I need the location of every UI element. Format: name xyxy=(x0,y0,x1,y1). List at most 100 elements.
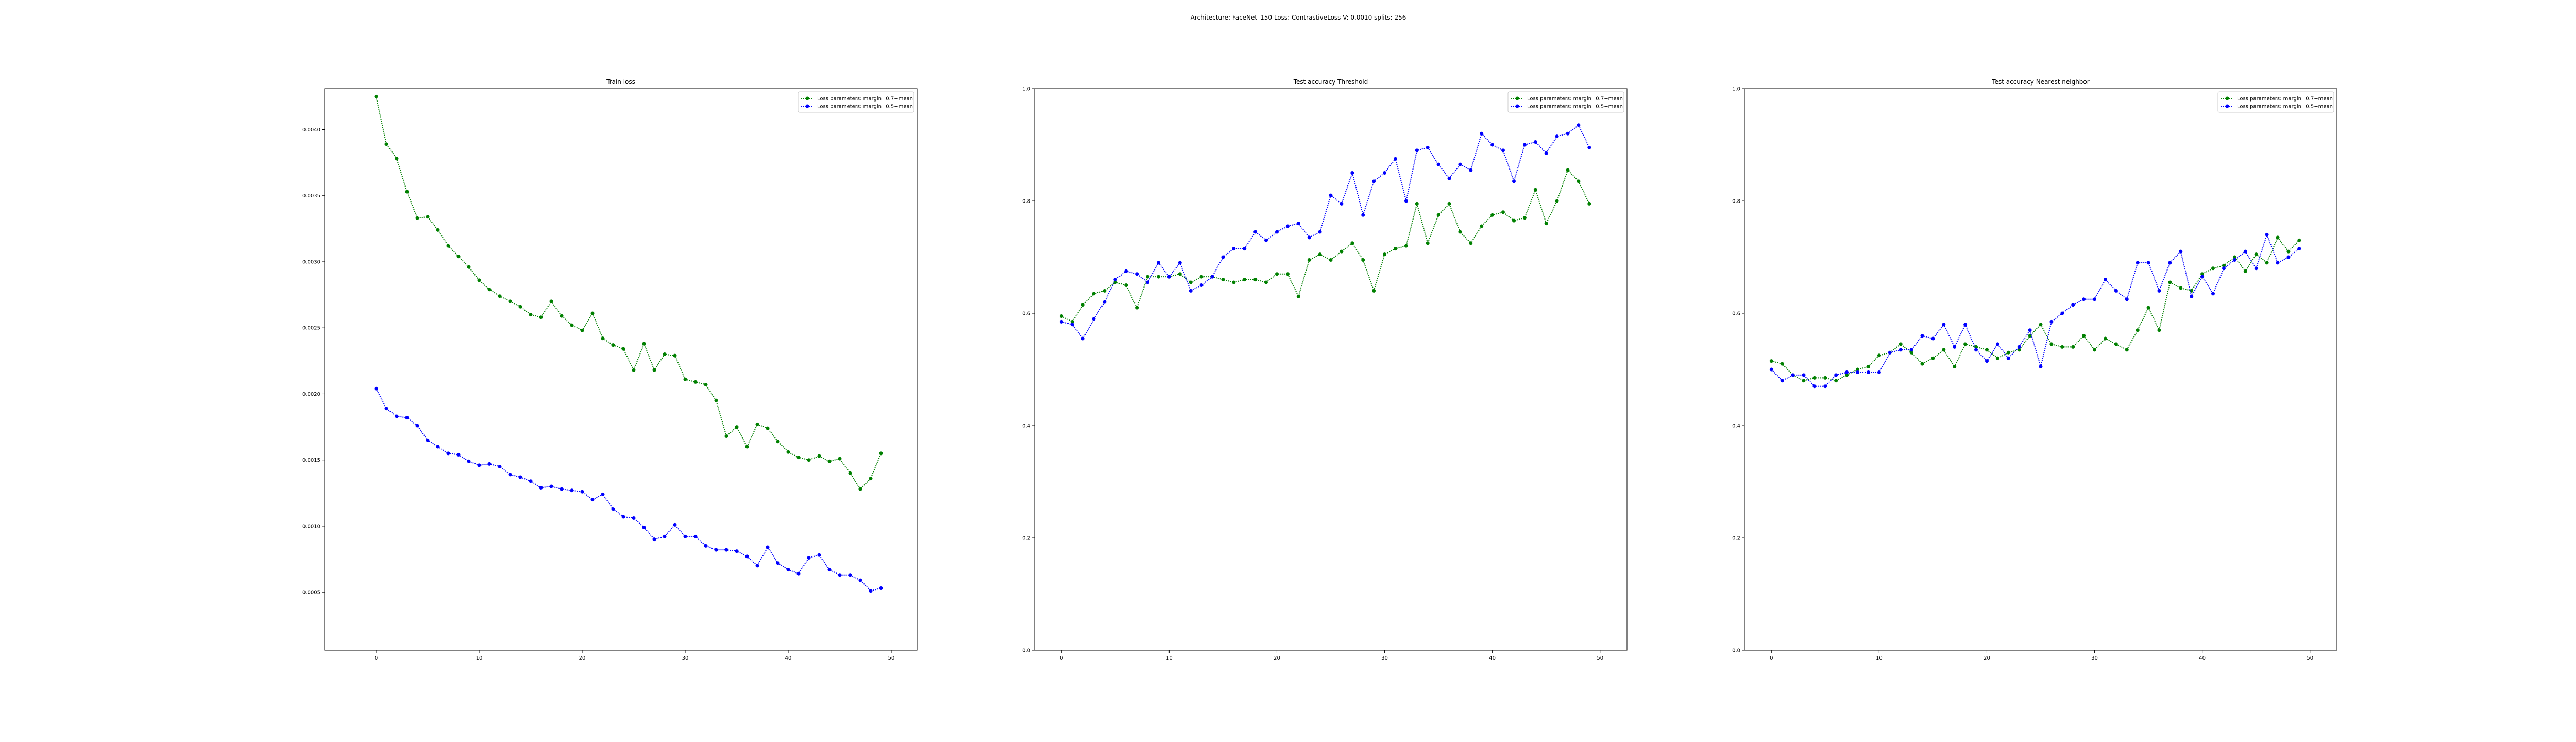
data-point xyxy=(1383,171,1386,175)
data-point xyxy=(1285,224,1290,228)
data-point xyxy=(1566,131,1570,136)
data-point xyxy=(1146,280,1149,284)
data-point xyxy=(766,545,770,549)
data-point xyxy=(879,451,883,456)
data-point xyxy=(642,342,646,346)
data-point xyxy=(1867,365,1870,368)
data-point xyxy=(590,498,595,502)
data-point xyxy=(858,487,862,491)
data-point xyxy=(1769,359,1773,363)
y-tick-label: 0.0040 xyxy=(302,127,320,133)
data-point xyxy=(539,315,543,319)
data-point xyxy=(1329,193,1333,197)
data-point xyxy=(1812,376,1817,380)
data-point xyxy=(1555,199,1559,203)
data-point xyxy=(1383,252,1386,257)
data-point xyxy=(2049,342,2054,346)
data-point xyxy=(1577,123,1581,127)
data-point xyxy=(724,434,728,438)
data-point xyxy=(384,142,388,146)
data-point xyxy=(1522,143,1527,147)
data-point xyxy=(632,516,636,520)
data-point xyxy=(2286,249,2291,254)
x-tick-label: 50 xyxy=(1597,655,1603,661)
data-point xyxy=(1780,362,1784,366)
y-tick-label: 0.2 xyxy=(1732,536,1740,542)
data-point xyxy=(1113,278,1117,282)
data-point xyxy=(1157,261,1160,265)
x-tick-label: 30 xyxy=(1381,655,1388,661)
data-point xyxy=(2039,365,2043,368)
data-point xyxy=(1232,280,1236,284)
data-point xyxy=(1856,370,1859,374)
data-point xyxy=(827,568,832,572)
data-point xyxy=(1350,171,1354,175)
data-point xyxy=(1942,348,1946,352)
data-point xyxy=(405,416,409,420)
data-point xyxy=(642,526,646,529)
data-point xyxy=(2179,249,2183,254)
data-point xyxy=(2211,292,2215,296)
data-point xyxy=(1522,216,1527,220)
data-point xyxy=(663,352,667,356)
data-point xyxy=(1221,278,1225,282)
data-point xyxy=(1985,359,1989,363)
data-point xyxy=(879,586,883,590)
data-point xyxy=(1426,241,1430,245)
data-point xyxy=(1189,280,1193,284)
y-tick-label: 0.0020 xyxy=(302,392,320,397)
data-point xyxy=(1963,342,1968,346)
chart-panel-2: Test accuracy Threshold 0 10 20 30 40 50 0.0 0.2… xyxy=(1022,78,1628,661)
data-point xyxy=(570,488,574,493)
chart-title: Train loss xyxy=(606,78,635,86)
data-point xyxy=(467,459,471,463)
x-tick-label: 30 xyxy=(2091,655,2098,661)
data-point xyxy=(1275,230,1279,234)
data-point xyxy=(776,561,780,565)
data-point xyxy=(1436,213,1440,217)
data-point xyxy=(1372,289,1376,293)
legend-label: Loss parameters: margin=0.7+mean xyxy=(2237,96,2333,102)
data-point xyxy=(384,407,388,411)
data-point xyxy=(1501,210,1505,214)
y-tick-label: 0.0035 xyxy=(302,193,320,199)
data-point xyxy=(1275,272,1279,276)
data-point xyxy=(807,458,811,462)
data-point xyxy=(1888,350,1892,355)
data-point xyxy=(2146,261,2150,265)
data-point xyxy=(1909,350,1913,355)
series-1 xyxy=(1769,235,2301,383)
data-point xyxy=(518,305,522,309)
data-point xyxy=(693,380,698,384)
data-point xyxy=(2265,232,2269,237)
data-point xyxy=(1264,238,1268,242)
x-tick-label: 20 xyxy=(1984,655,1990,661)
x-tick-label: 40 xyxy=(2199,655,2206,661)
data-point xyxy=(1103,289,1107,293)
data-point xyxy=(786,450,790,454)
data-point xyxy=(2276,235,2280,240)
legend-marker xyxy=(1515,96,1519,100)
data-point xyxy=(487,288,492,292)
data-point xyxy=(652,537,656,542)
data-point xyxy=(2136,261,2140,265)
data-point xyxy=(487,462,492,466)
data-point xyxy=(436,445,440,449)
data-point xyxy=(1834,379,1838,383)
data-point xyxy=(1318,252,1322,257)
data-point xyxy=(1953,365,1957,368)
data-point xyxy=(446,244,450,248)
y-tick-label: 1.0 xyxy=(1022,87,1030,92)
data-point xyxy=(1307,258,1311,262)
data-point xyxy=(580,490,584,494)
data-point xyxy=(724,548,728,552)
data-point xyxy=(2114,289,2118,293)
y-tick-label: 0.0010 xyxy=(302,524,320,529)
data-point xyxy=(1769,367,1773,372)
data-point xyxy=(446,451,450,456)
data-point xyxy=(663,534,667,538)
y-tick-label: 0.6 xyxy=(1732,311,1740,317)
legend-box xyxy=(1507,91,1624,113)
data-point xyxy=(560,487,564,491)
series-2 xyxy=(1769,232,2301,389)
